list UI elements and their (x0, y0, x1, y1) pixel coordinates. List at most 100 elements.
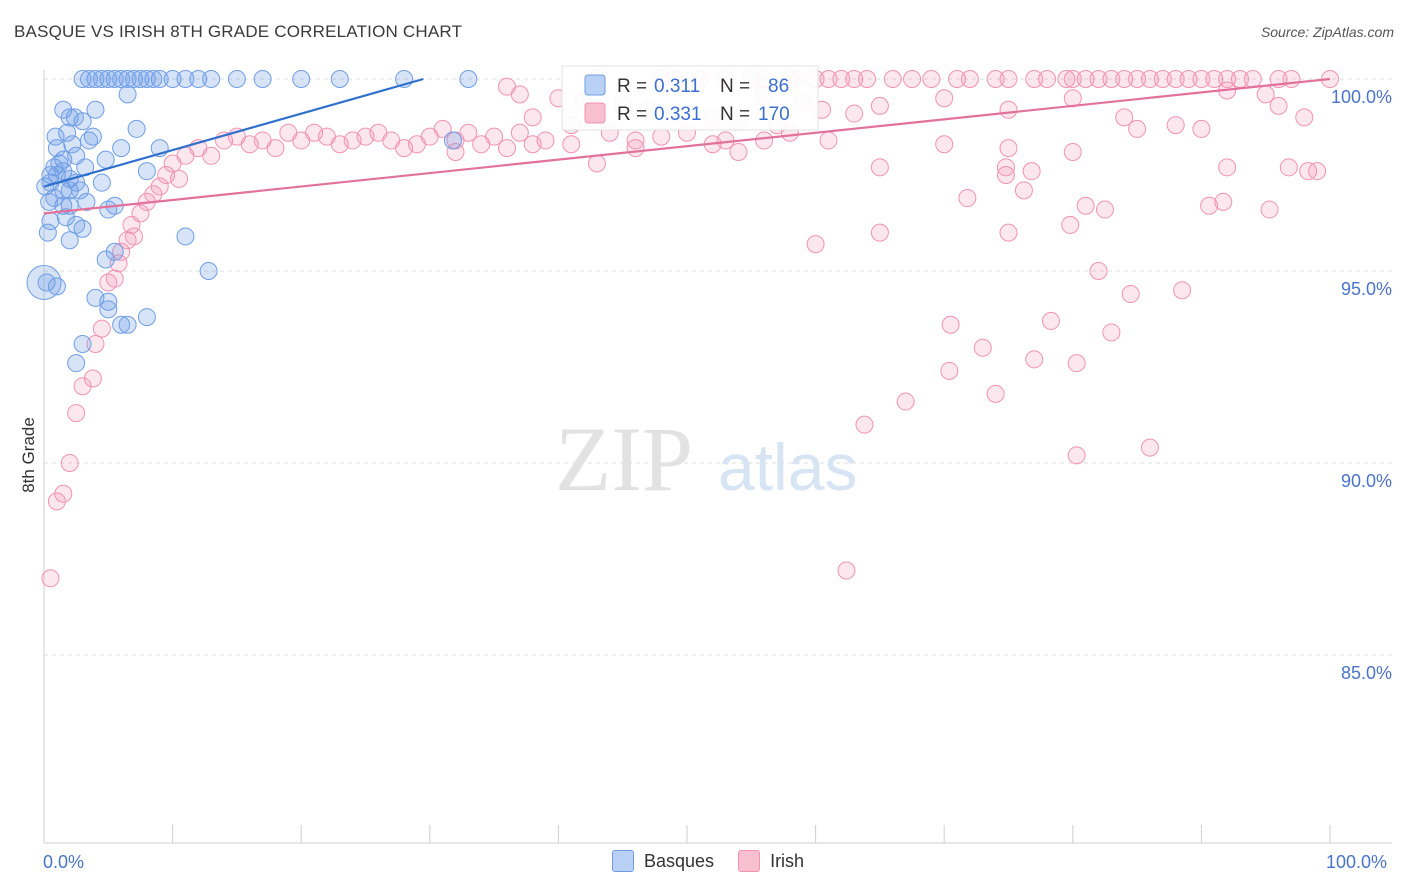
basques-point (176, 227, 195, 246)
irish-point (1089, 262, 1108, 280)
irish-point (1269, 96, 1288, 115)
irish-point (832, 70, 851, 88)
irish-point (1063, 142, 1082, 161)
irish-n-value: 170 (758, 104, 790, 125)
irish-point (996, 166, 1015, 184)
basques-point (292, 70, 311, 88)
irish-swatch (584, 102, 606, 124)
basques-point (131, 70, 150, 88)
irish-point (855, 415, 874, 434)
irish-point (157, 166, 176, 184)
basques-point (73, 334, 92, 353)
irish-point (940, 361, 959, 380)
basques-point (58, 123, 77, 142)
basques-n-value: 86 (768, 76, 789, 97)
irish-point (1128, 70, 1147, 88)
trend-lines (43, 77, 1331, 215)
irish-point (1063, 70, 1082, 88)
gridlines (44, 78, 1392, 656)
irish-point (999, 139, 1018, 158)
legend-label-basques: Basques (644, 850, 715, 871)
irish-point (86, 334, 105, 353)
basques-point (125, 70, 144, 88)
basques-point (112, 139, 131, 158)
basques-point (38, 223, 57, 242)
basques-trend-line (43, 77, 424, 188)
basques-point (253, 70, 272, 88)
irish-point (1014, 181, 1033, 200)
legend-item-irish[interactable]: Irish (738, 850, 804, 872)
irish-point (999, 223, 1018, 242)
chart-title: BASQUE VS IRISH 8TH GRADE CORRELATION CH… (14, 22, 463, 41)
irish-point (1076, 196, 1095, 215)
irish-point (266, 139, 285, 158)
basques-point (137, 162, 156, 181)
basques-point (99, 200, 118, 219)
irish-point (407, 135, 426, 154)
basques-point (202, 70, 221, 88)
basques-point (47, 139, 66, 158)
basques-point (40, 192, 59, 211)
basques-point (199, 262, 218, 280)
irish-point (1299, 162, 1318, 181)
basques-point (118, 70, 137, 88)
y-tick-label: 90.0% (1341, 471, 1392, 491)
basques-point (37, 273, 56, 292)
x-tick-label-min: 0.0% (43, 852, 85, 872)
basques-r-label: R = (617, 76, 647, 97)
irish-point (485, 127, 504, 146)
irish-point (1192, 70, 1211, 88)
irish-legend-swatch (738, 850, 761, 872)
legend-item-basques[interactable]: Basques (612, 850, 714, 872)
irish-point (1279, 158, 1298, 177)
basques-point (96, 250, 115, 269)
irish-point (112, 242, 131, 261)
y-axis-label: 8th Grade (19, 417, 38, 493)
irish-point (83, 369, 102, 388)
basques-point (92, 173, 111, 192)
irish-r-label: R = (617, 104, 647, 125)
basques-point (50, 154, 69, 173)
irish-point (1128, 119, 1147, 138)
irish-point (1076, 70, 1095, 88)
irish-point (755, 131, 774, 150)
irish-point (1153, 70, 1172, 88)
irish-point (1038, 70, 1057, 88)
basques-point (459, 70, 478, 88)
basques-point (112, 315, 131, 334)
basques-large-point (26, 265, 62, 301)
basques-point (73, 219, 92, 238)
basques-point (144, 70, 163, 88)
basques-point (56, 208, 75, 227)
irish-point (562, 135, 581, 154)
basques-point (71, 181, 90, 200)
basques-point (80, 70, 99, 88)
irish-point (99, 273, 118, 292)
irish-point (150, 177, 169, 196)
irish-point (587, 154, 606, 173)
basques-point (67, 354, 86, 373)
irish-point (1067, 354, 1086, 373)
basques-point (65, 108, 84, 127)
irish-point (122, 215, 141, 234)
basques-point (60, 231, 79, 250)
irish-point (858, 70, 877, 88)
x-tick-label-max: 100.0% (1326, 852, 1388, 872)
watermark-atlas: atlas (718, 430, 857, 504)
irish-point (806, 235, 825, 254)
basques-point (127, 119, 146, 138)
irish-point (903, 70, 922, 88)
irish-point (935, 89, 954, 108)
y-tick-labels: 100.0% 95.0% 90.0% 85.0% (1331, 87, 1392, 683)
irish-point (510, 85, 529, 104)
basques-r-value: 0.311 (654, 76, 700, 97)
irish-point (1102, 323, 1121, 342)
irish-point (1179, 70, 1198, 88)
irish-point (1214, 192, 1233, 211)
basques-point (150, 70, 169, 88)
chart-source: Source: ZipAtlas.com (1260, 24, 1394, 40)
irish-point (896, 392, 915, 411)
irish-point (626, 131, 645, 150)
irish-point (1121, 285, 1140, 304)
irish-point (999, 100, 1018, 119)
